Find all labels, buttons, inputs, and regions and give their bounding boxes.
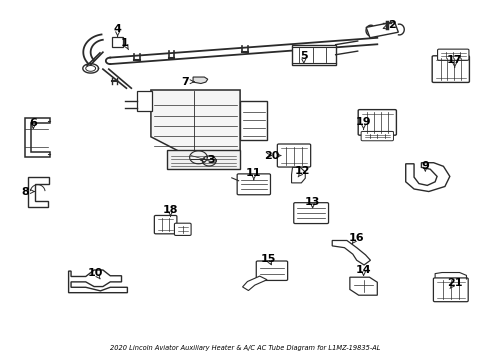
Polygon shape	[292, 167, 305, 183]
FancyBboxPatch shape	[174, 223, 191, 235]
Text: 13: 13	[305, 197, 320, 207]
Text: 14: 14	[356, 265, 371, 275]
Polygon shape	[193, 77, 208, 84]
Bar	[292, 45, 336, 65]
Text: 4: 4	[114, 24, 122, 34]
Text: 8: 8	[22, 186, 29, 197]
FancyBboxPatch shape	[237, 174, 270, 195]
FancyBboxPatch shape	[277, 144, 311, 167]
Text: 3: 3	[207, 155, 215, 165]
Polygon shape	[137, 91, 152, 111]
Polygon shape	[69, 270, 127, 293]
Bar	[366, 22, 398, 38]
Text: 10: 10	[88, 268, 103, 278]
Text: 2020 Lincoln Aviator Auxiliary Heater & A/C AC Tube Diagram for L1MZ-19835-AL: 2020 Lincoln Aviator Auxiliary Heater & …	[110, 345, 380, 351]
Polygon shape	[406, 163, 450, 192]
Polygon shape	[332, 240, 370, 265]
Text: 9: 9	[421, 161, 429, 171]
FancyBboxPatch shape	[256, 261, 288, 280]
FancyBboxPatch shape	[361, 131, 393, 141]
Bar	[240, 101, 267, 140]
FancyBboxPatch shape	[434, 278, 468, 302]
Text: 20: 20	[264, 150, 280, 161]
Text: 11: 11	[246, 168, 262, 178]
Polygon shape	[151, 90, 240, 151]
Text: 17: 17	[447, 55, 463, 66]
Text: 7: 7	[181, 77, 189, 87]
Polygon shape	[167, 150, 240, 169]
Polygon shape	[350, 277, 377, 295]
Bar	[112, 37, 122, 47]
FancyBboxPatch shape	[294, 203, 329, 224]
Polygon shape	[28, 177, 49, 207]
Text: 1: 1	[121, 38, 129, 48]
Text: 6: 6	[29, 118, 37, 128]
FancyBboxPatch shape	[358, 109, 396, 135]
Text: 2: 2	[388, 20, 396, 30]
Text: 21: 21	[447, 278, 463, 288]
Text: 15: 15	[261, 254, 276, 264]
Text: 5: 5	[300, 51, 308, 61]
Text: 19: 19	[356, 117, 371, 127]
Text: 18: 18	[163, 204, 178, 215]
Text: 16: 16	[349, 233, 365, 243]
Text: 12: 12	[295, 166, 311, 176]
FancyBboxPatch shape	[154, 215, 177, 234]
FancyBboxPatch shape	[432, 56, 469, 82]
FancyBboxPatch shape	[438, 49, 469, 60]
Polygon shape	[243, 276, 267, 291]
Polygon shape	[24, 118, 50, 157]
